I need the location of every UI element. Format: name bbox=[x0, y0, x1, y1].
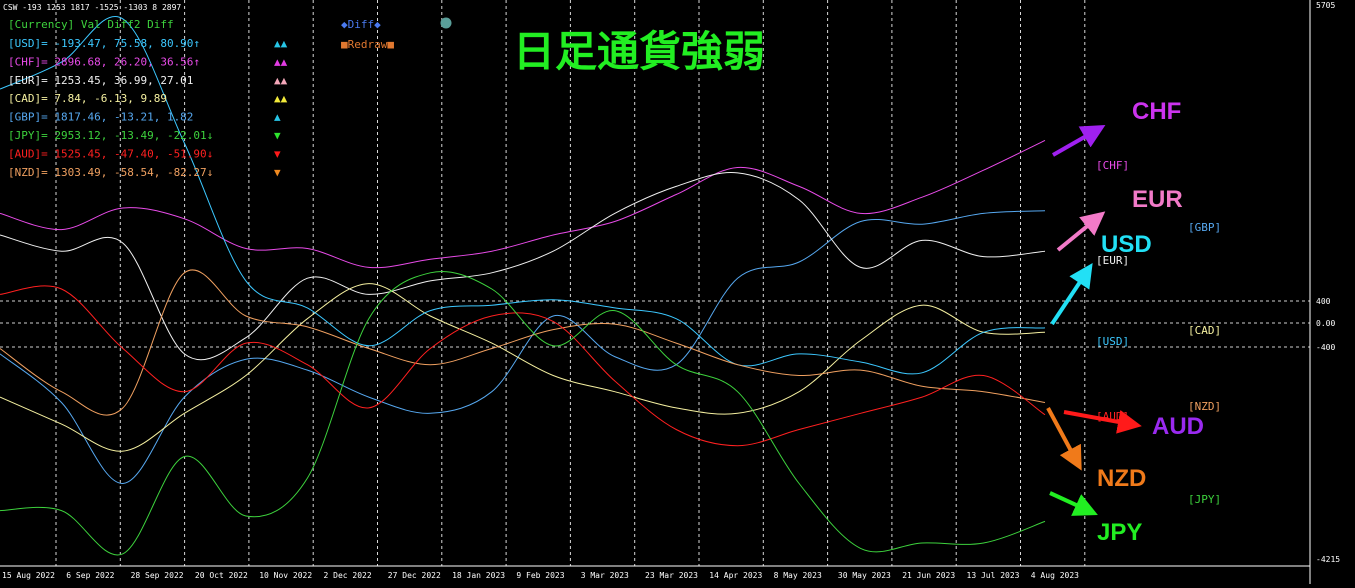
x-tick-label: 20 Oct 2022 bbox=[195, 571, 248, 580]
series-lines bbox=[0, 16, 1046, 556]
annotation-usd: USD bbox=[1101, 231, 1152, 258]
currency-table: [USD]= -193.47, 75.58, 80.90↑ ▲▲ [CHF]= 28… bbox=[8, 37, 288, 179]
currency-row: [USD]= -193.47, 75.58, 80.90↑ bbox=[8, 37, 200, 50]
redraw-button[interactable]: ■Redraw■ bbox=[341, 38, 394, 51]
series-end-label: [EUR] bbox=[1096, 254, 1129, 267]
scale-minus-400-label: -400 bbox=[1316, 343, 1335, 352]
nzd-arrow bbox=[1046, 407, 1082, 471]
x-tick-label: 6 Sep 2022 bbox=[66, 571, 114, 580]
annotation-jpy: JPY bbox=[1097, 519, 1142, 546]
trend-arrow-icon: ▲▲ bbox=[274, 37, 288, 50]
status-dot-icon[interactable] bbox=[440, 17, 452, 29]
currency-row: [CHF]= 2896.68, 26.20, 36.56↑ bbox=[8, 55, 200, 68]
jpy-arrow bbox=[1049, 491, 1098, 516]
x-tick-label: 23 Mar 2023 bbox=[645, 571, 698, 580]
currency-row: [GBP]= 1817.46, -13.21, 1.82 bbox=[8, 111, 193, 124]
trend-arrow-icon: ▼ bbox=[274, 166, 281, 179]
annotation-aud: AUD bbox=[1152, 413, 1204, 440]
x-tick-label: 10 Nov 2022 bbox=[259, 571, 312, 580]
x-tick-label: 13 Jul 2023 bbox=[967, 571, 1020, 580]
table-header: [Currency] Val Diff2 Diff bbox=[8, 18, 174, 31]
x-tick-label: 15 Aug 2022 bbox=[2, 571, 55, 580]
x-tick-label: 21 Jun 2023 bbox=[902, 571, 955, 580]
eur-arrow bbox=[1056, 211, 1106, 252]
x-tick-label: 8 May 2023 bbox=[774, 571, 822, 580]
series-end-label: [CAD] bbox=[1188, 324, 1221, 337]
header-text: CSW -193 1253 1817 -1525 -1303 8 2897 bbox=[3, 3, 181, 12]
aud-arrow bbox=[1063, 410, 1142, 434]
trend-arrow-icon: ▼ bbox=[274, 129, 281, 142]
series-end-label: [USD] bbox=[1096, 335, 1129, 348]
series-end-label: [CHF] bbox=[1096, 159, 1129, 172]
series-line-chf bbox=[0, 139, 1046, 269]
series-end-label: [GBP] bbox=[1188, 221, 1221, 234]
series-line-aud bbox=[0, 285, 1046, 447]
annotation-nzd: NZD bbox=[1097, 465, 1146, 492]
scale-top-label: 5705 bbox=[1316, 1, 1335, 10]
x-axis-labels: 15 Aug 2022 6 Sep 2022 28 Sep 2022 20 Oct 2… bbox=[2, 571, 1079, 580]
trend-arrow-icon: ▲▲ bbox=[274, 92, 288, 105]
x-tick-label: 4 Aug 2023 bbox=[1031, 571, 1079, 580]
scale-zero-label: 0.00 bbox=[1316, 319, 1335, 328]
trend-arrow-icon: ▲▲ bbox=[274, 74, 288, 87]
x-tick-label: 2 Dec 2022 bbox=[324, 571, 372, 580]
trend-arrow-icon: ▲▲ bbox=[274, 55, 288, 68]
x-tick-label: 3 Mar 2023 bbox=[581, 571, 629, 580]
x-tick-label: 18 Jan 2023 bbox=[452, 571, 505, 580]
currency-row: [JPY]= 2953.12, -13.49, -22.01↓ bbox=[8, 129, 213, 142]
x-tick-label: 9 Feb 2023 bbox=[516, 571, 564, 580]
series-line-cad bbox=[0, 283, 1046, 452]
scale-bottom-label: -4215 bbox=[1316, 555, 1340, 564]
series-line-nzd bbox=[0, 269, 1046, 416]
x-tick-label: 14 Apr 2023 bbox=[709, 571, 762, 580]
currency-row: [CAD]= 7.84, -6.13, 9.89 bbox=[8, 92, 167, 105]
scale-400-label: 400 bbox=[1316, 297, 1331, 306]
diff-button[interactable]: ◆Diff◆ bbox=[341, 18, 381, 31]
trend-arrow-icon: ▼ bbox=[274, 147, 281, 160]
x-tick-label: 28 Sep 2022 bbox=[131, 571, 184, 580]
series-end-label: [JPY] bbox=[1188, 493, 1221, 506]
series-line-usd bbox=[0, 16, 1046, 375]
annotation-arrows bbox=[1046, 125, 1142, 516]
currency-row: [NZD]= 1303.49, -58.54, -82.27↓ bbox=[8, 166, 213, 179]
x-tick-label: 30 May 2023 bbox=[838, 571, 891, 580]
series-end-label: [NZD] bbox=[1188, 400, 1221, 413]
series-line-eur bbox=[0, 172, 1046, 361]
x-tick-label: 27 Dec 2022 bbox=[388, 571, 441, 580]
annotation-eur: EUR bbox=[1132, 186, 1183, 213]
annotation-chf: CHF bbox=[1132, 98, 1181, 125]
usd-arrow bbox=[1050, 263, 1093, 326]
currency-row: [AUD]= 1525.45, -47.40, -51.90↓ bbox=[8, 147, 213, 160]
horizontal-levels bbox=[0, 300, 1310, 348]
series-line-jpy bbox=[0, 270, 1046, 556]
chart-title: 日足通貨強弱 bbox=[513, 27, 765, 76]
currency-row: [EUR]= 1253.45, 36.99, 27.01 bbox=[8, 74, 193, 87]
chf-arrow bbox=[1052, 125, 1106, 157]
trend-arrow-icon: ▲ bbox=[274, 111, 281, 124]
